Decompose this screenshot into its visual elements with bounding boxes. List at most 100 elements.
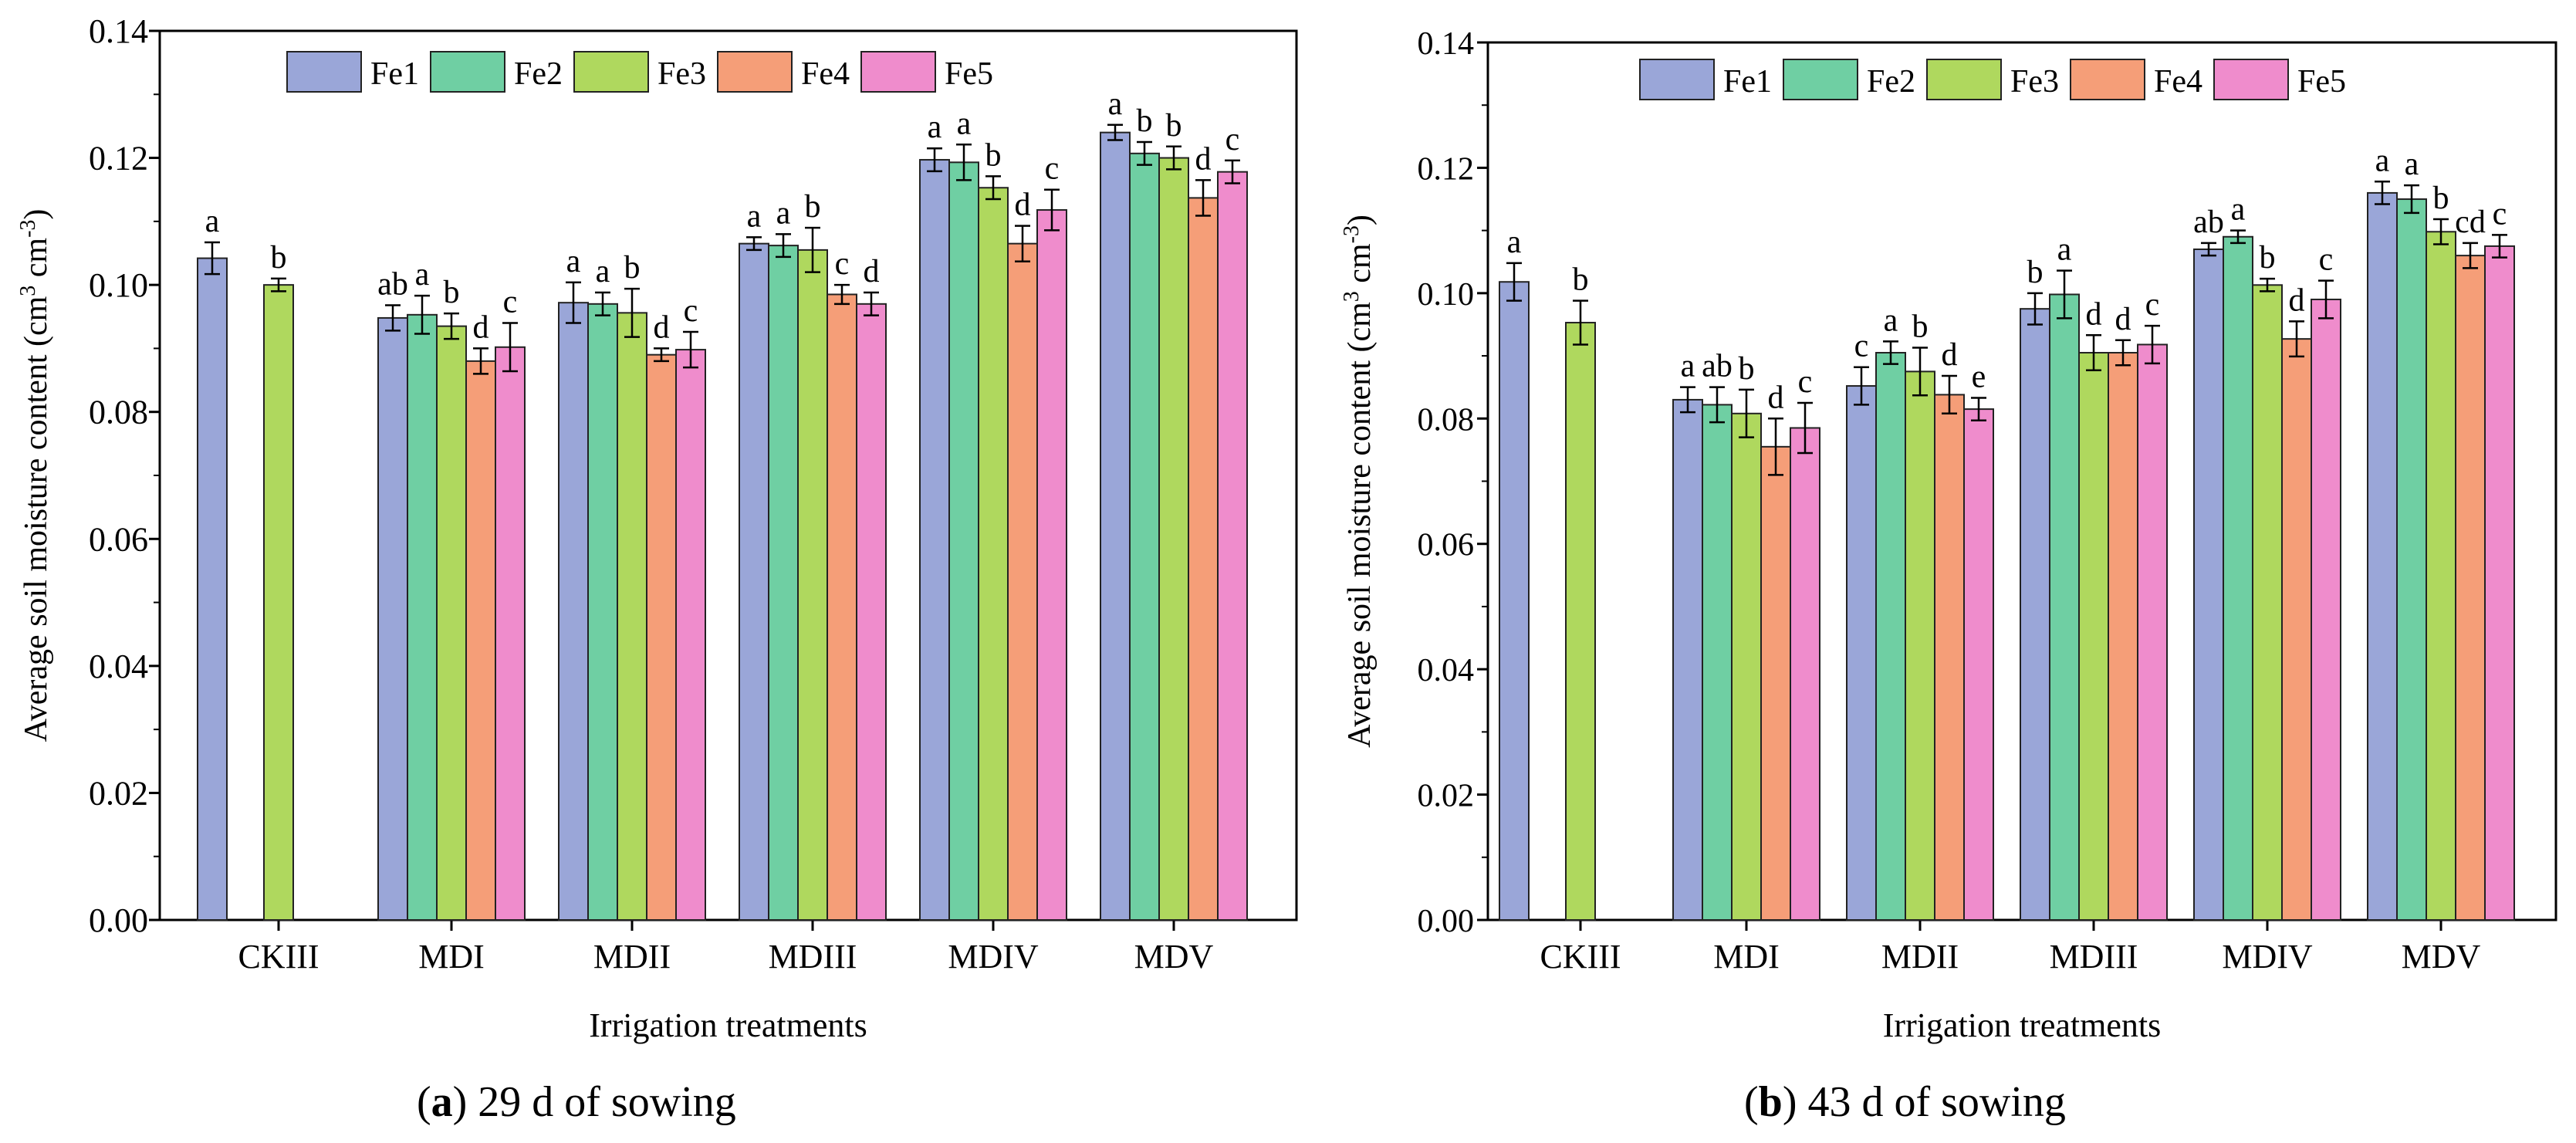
- significance-letter: d: [1768, 380, 1784, 415]
- significance-letter: a: [1681, 349, 1695, 384]
- bar-fe1: [197, 257, 228, 921]
- x-tick-label: CKIII: [238, 938, 319, 976]
- significance-letter: c: [835, 246, 850, 282]
- bar-fe4: [465, 360, 496, 921]
- bar-fe2: [948, 161, 979, 921]
- significance-letter: a: [566, 244, 581, 279]
- bar-fe4: [2281, 338, 2312, 922]
- significance-letter: c: [1854, 329, 1869, 364]
- bar-fe5: [2311, 298, 2341, 921]
- y-tick-label: 0.08: [89, 394, 148, 431]
- bar-fe2: [2049, 293, 2080, 921]
- chart-panel-b: 0.00 0.02 0.04 0.06 0.08 0.10 0.12 0.14 Average …: [1340, 26, 2557, 1044]
- bar-fe1: [1499, 281, 1530, 921]
- significance-letter: a: [1884, 303, 1898, 338]
- y-tick-label: 0.02: [1418, 779, 1475, 814]
- significance-letter: d: [2086, 296, 2102, 332]
- x-tick-label: MDII: [1881, 938, 1959, 976]
- y-label-part: ): [19, 209, 54, 220]
- y-tick-label: 0.12: [89, 140, 148, 178]
- bar-fe4: [827, 293, 857, 921]
- significance-letter: b: [271, 240, 287, 276]
- significance-letter: d: [864, 254, 880, 289]
- legend-swatch-fe4: [2070, 59, 2145, 100]
- bar-fe4: [1760, 445, 1791, 921]
- y-tick-label: 0.08: [1418, 402, 1475, 438]
- significance-letter: b: [1137, 103, 1153, 139]
- significance-letter: d: [2289, 282, 2305, 318]
- bar-fe1: [1846, 385, 1877, 922]
- y-label-superscript: -3: [16, 220, 40, 238]
- bar-fe2: [1129, 152, 1160, 922]
- bar-fe3: [617, 312, 647, 921]
- legend-swatch-fe1: [1639, 59, 1715, 100]
- significance-letter: ab: [2193, 205, 2224, 240]
- legend-label-fe2: Fe2: [1867, 64, 1915, 100]
- bar-fe2: [768, 245, 799, 921]
- significance-letter: b: [805, 189, 821, 225]
- significance-letter: b: [1166, 108, 1182, 144]
- chart-panel-a: 0.00 0.02 0.04 0.06 0.08 0.10 0.12 0.14 Average …: [16, 12, 1298, 1044]
- y-tick-label: 0.00: [1418, 904, 1475, 939]
- y-tick-label: 0.04: [1418, 653, 1475, 688]
- significance-letter: a: [596, 254, 610, 289]
- significance-letter: c: [2145, 287, 2160, 323]
- significance-letter: a: [1108, 86, 1123, 122]
- significance-letter: b: [985, 137, 1002, 173]
- significance-letter: b: [1912, 309, 1929, 345]
- bar-fe5: [856, 303, 887, 922]
- y-label-superscript: -3: [1340, 225, 1364, 243]
- legend-swatch-fe2: [1783, 59, 1858, 100]
- caption-a: (a) 29 d of sowing: [417, 1078, 736, 1126]
- significance-letter: b: [1573, 262, 1589, 298]
- legend-label-fe2: Fe2: [514, 56, 563, 92]
- significance-letter: c: [503, 285, 518, 320]
- significance-letter: a: [2375, 143, 2390, 178]
- significance-letter: d: [1942, 337, 1958, 373]
- bar-fe3: [1158, 157, 1189, 922]
- significance-letter: d: [473, 309, 489, 345]
- bar-fe1: [919, 159, 950, 922]
- x-axis-label: Irrigation treatments: [589, 1006, 867, 1044]
- bar-fe3: [1565, 322, 1596, 922]
- significance-letter: b: [2260, 240, 2276, 276]
- x-tick-label: CKIII: [1540, 938, 1621, 976]
- bar-fe2: [1702, 404, 1733, 921]
- bar-fe2: [407, 313, 438, 921]
- significance-letter: d: [1195, 141, 1212, 177]
- bar-fe3: [2252, 284, 2283, 922]
- y-label-superscript: 3: [16, 286, 40, 296]
- x-tick-label: MDIII: [2050, 938, 2138, 976]
- significance-letter: b: [2027, 255, 2044, 290]
- bar-fe4: [646, 353, 677, 921]
- bar-fe1: [1672, 398, 1703, 921]
- bar-fe4: [1934, 394, 1965, 922]
- significance-letter: c: [1045, 151, 1060, 187]
- y-tick-label: 0.00: [89, 901, 148, 939]
- bar-fe5: [2137, 343, 2168, 921]
- x-tick-label: MDIV: [948, 938, 1039, 976]
- bar-fe5: [1963, 408, 1994, 921]
- legend-swatch-fe4: [717, 51, 793, 93]
- legend-label-fe5: Fe5: [2297, 64, 2346, 100]
- y-axis-label: Average soil moisture content (cm3 cm-3): [16, 209, 55, 742]
- significance-letter: b: [444, 275, 460, 310]
- significance-letter: a: [2057, 232, 2072, 268]
- bar-fe3: [1905, 370, 1935, 921]
- legend-label-fe3: Fe3: [658, 56, 706, 92]
- legend-swatch-fe5: [2213, 59, 2289, 100]
- bar-fe5: [2484, 245, 2515, 922]
- significance-letter: c: [2319, 242, 2334, 278]
- legend-label-fe5: Fe5: [945, 56, 993, 92]
- significance-letter: a: [928, 110, 942, 145]
- legend-swatch-fe5: [860, 51, 936, 93]
- significance-letter: c: [2493, 196, 2507, 232]
- significance-letter: a: [747, 198, 762, 234]
- significance-letter: a: [2231, 192, 2246, 228]
- bar-fe4: [1007, 242, 1038, 921]
- y-tick-label: 0.10: [1418, 277, 1475, 313]
- bar-fe3: [797, 249, 828, 921]
- bar-fe5: [495, 346, 526, 922]
- x-tick-label: MDV: [2402, 938, 2481, 976]
- significance-letter: b: [2433, 181, 2449, 216]
